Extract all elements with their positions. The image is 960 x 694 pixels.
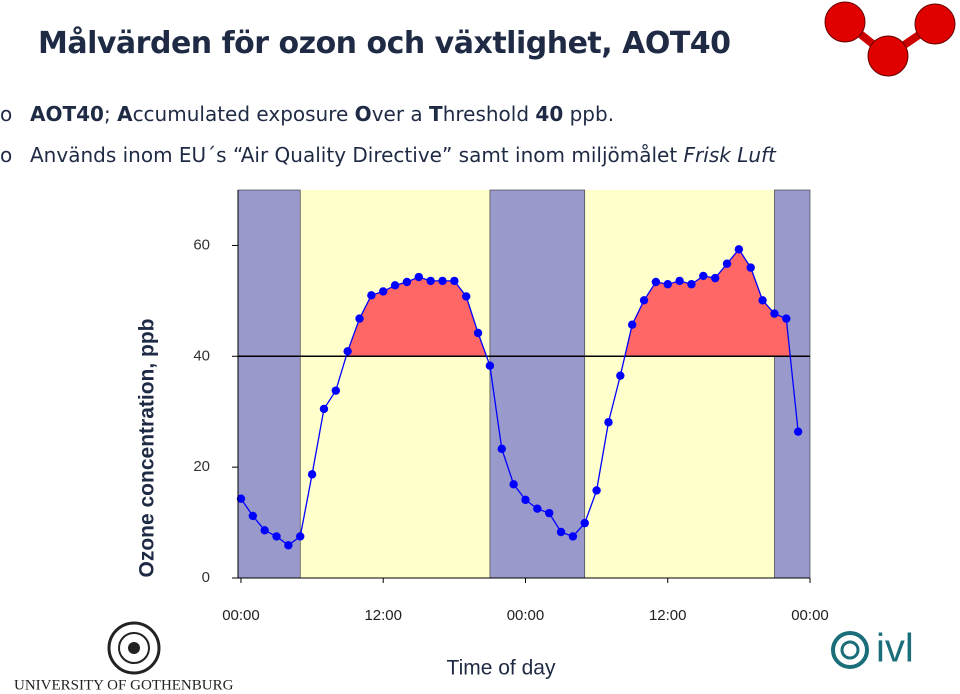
bullet-marker: o bbox=[0, 143, 13, 167]
data-point bbox=[627, 320, 637, 329]
bullet-run: ; bbox=[103, 102, 118, 126]
data-point bbox=[734, 245, 744, 254]
x-tick-label: 00:00 bbox=[791, 607, 829, 624]
data-point bbox=[343, 347, 352, 356]
data-point bbox=[556, 527, 566, 537]
ivl-logo bbox=[831, 631, 869, 669]
data-point bbox=[592, 486, 601, 495]
x-tick-label: 12:00 bbox=[649, 607, 687, 624]
data-point bbox=[663, 280, 672, 289]
data-point bbox=[758, 296, 767, 305]
bullet-run: A bbox=[117, 102, 133, 126]
university-seal bbox=[107, 621, 161, 675]
data-point bbox=[497, 444, 506, 454]
data-point bbox=[473, 328, 483, 338]
y-tick-label: 40 bbox=[193, 347, 210, 364]
data-point bbox=[782, 314, 791, 323]
data-point bbox=[568, 532, 578, 541]
slide-title: Målvärden för ozon och växtlighet, AOT40 bbox=[38, 26, 731, 61]
data-point bbox=[616, 371, 625, 380]
night-band bbox=[489, 189, 586, 579]
x-tick-label: 12:00 bbox=[364, 607, 402, 624]
data-point bbox=[367, 291, 376, 300]
data-point bbox=[414, 272, 423, 282]
data-point bbox=[604, 418, 613, 427]
data-point bbox=[272, 532, 281, 541]
x-axis-label: Time of day bbox=[447, 657, 556, 680]
bullet-run: 40 bbox=[535, 102, 564, 126]
data-point bbox=[390, 281, 400, 290]
bullet-run: O bbox=[354, 102, 372, 126]
data-point bbox=[533, 504, 542, 513]
bullet-run: Används inom EU´s “Air Quality Directive… bbox=[30, 143, 684, 167]
bullet-text: Används inom EU´s “Air Quality Directive… bbox=[30, 143, 776, 167]
bullet-run: ppb. bbox=[563, 102, 615, 126]
bullet-run: T bbox=[429, 102, 443, 126]
y-axis-label: Ozone concentration, ppb bbox=[136, 318, 159, 577]
data-point bbox=[402, 277, 412, 287]
data-point bbox=[746, 263, 755, 272]
data-point bbox=[722, 259, 732, 268]
x-tick-label: 00:00 bbox=[222, 607, 260, 624]
data-point bbox=[509, 480, 518, 489]
data-point bbox=[770, 309, 779, 318]
data-point bbox=[699, 271, 708, 281]
data-point bbox=[580, 518, 589, 528]
data-point bbox=[379, 287, 388, 296]
data-point bbox=[260, 526, 269, 535]
y-tick-label: 0 bbox=[202, 569, 210, 586]
x-tick-label: 00:00 bbox=[507, 607, 545, 624]
data-point bbox=[521, 495, 530, 505]
ivl-name: ivl bbox=[876, 627, 914, 671]
bullet-run: ver a bbox=[371, 102, 430, 126]
data-point bbox=[651, 277, 661, 287]
data-point bbox=[675, 276, 684, 286]
bullet-run: ccumulated exposure bbox=[132, 102, 355, 126]
bullet-text: AOT40; Accumulated exposure Over a Thres… bbox=[30, 102, 614, 126]
exceedance-area bbox=[240, 249, 799, 357]
data-point bbox=[236, 494, 246, 503]
data-point bbox=[793, 427, 803, 436]
bullet-marker: o bbox=[0, 102, 13, 126]
data-point bbox=[426, 276, 435, 286]
data-point bbox=[485, 361, 495, 370]
university-name: UNIVERSITY OF GOTHENBURG bbox=[14, 677, 234, 693]
data-point bbox=[319, 404, 329, 414]
night-band bbox=[237, 189, 301, 579]
bullet-run: Frisk Luft bbox=[683, 143, 776, 167]
data-point bbox=[284, 541, 293, 550]
y-tick-label: 20 bbox=[193, 458, 210, 475]
data-point bbox=[331, 386, 341, 395]
night-band bbox=[774, 189, 811, 579]
y-tick-label: 60 bbox=[193, 236, 210, 253]
bullet-run: AOT40 bbox=[30, 102, 104, 126]
data-point bbox=[438, 276, 447, 286]
bullet-run: hreshold bbox=[442, 102, 536, 126]
data-point bbox=[687, 280, 696, 289]
data-point bbox=[710, 273, 720, 283]
data-point bbox=[248, 511, 258, 521]
data-point bbox=[544, 508, 554, 518]
data-point bbox=[355, 314, 364, 323]
data-point bbox=[462, 292, 471, 301]
data-point bbox=[307, 470, 317, 479]
data-point bbox=[450, 276, 459, 286]
molecule-icon bbox=[824, 1, 956, 77]
data-point bbox=[639, 296, 649, 305]
data-point bbox=[296, 532, 305, 541]
